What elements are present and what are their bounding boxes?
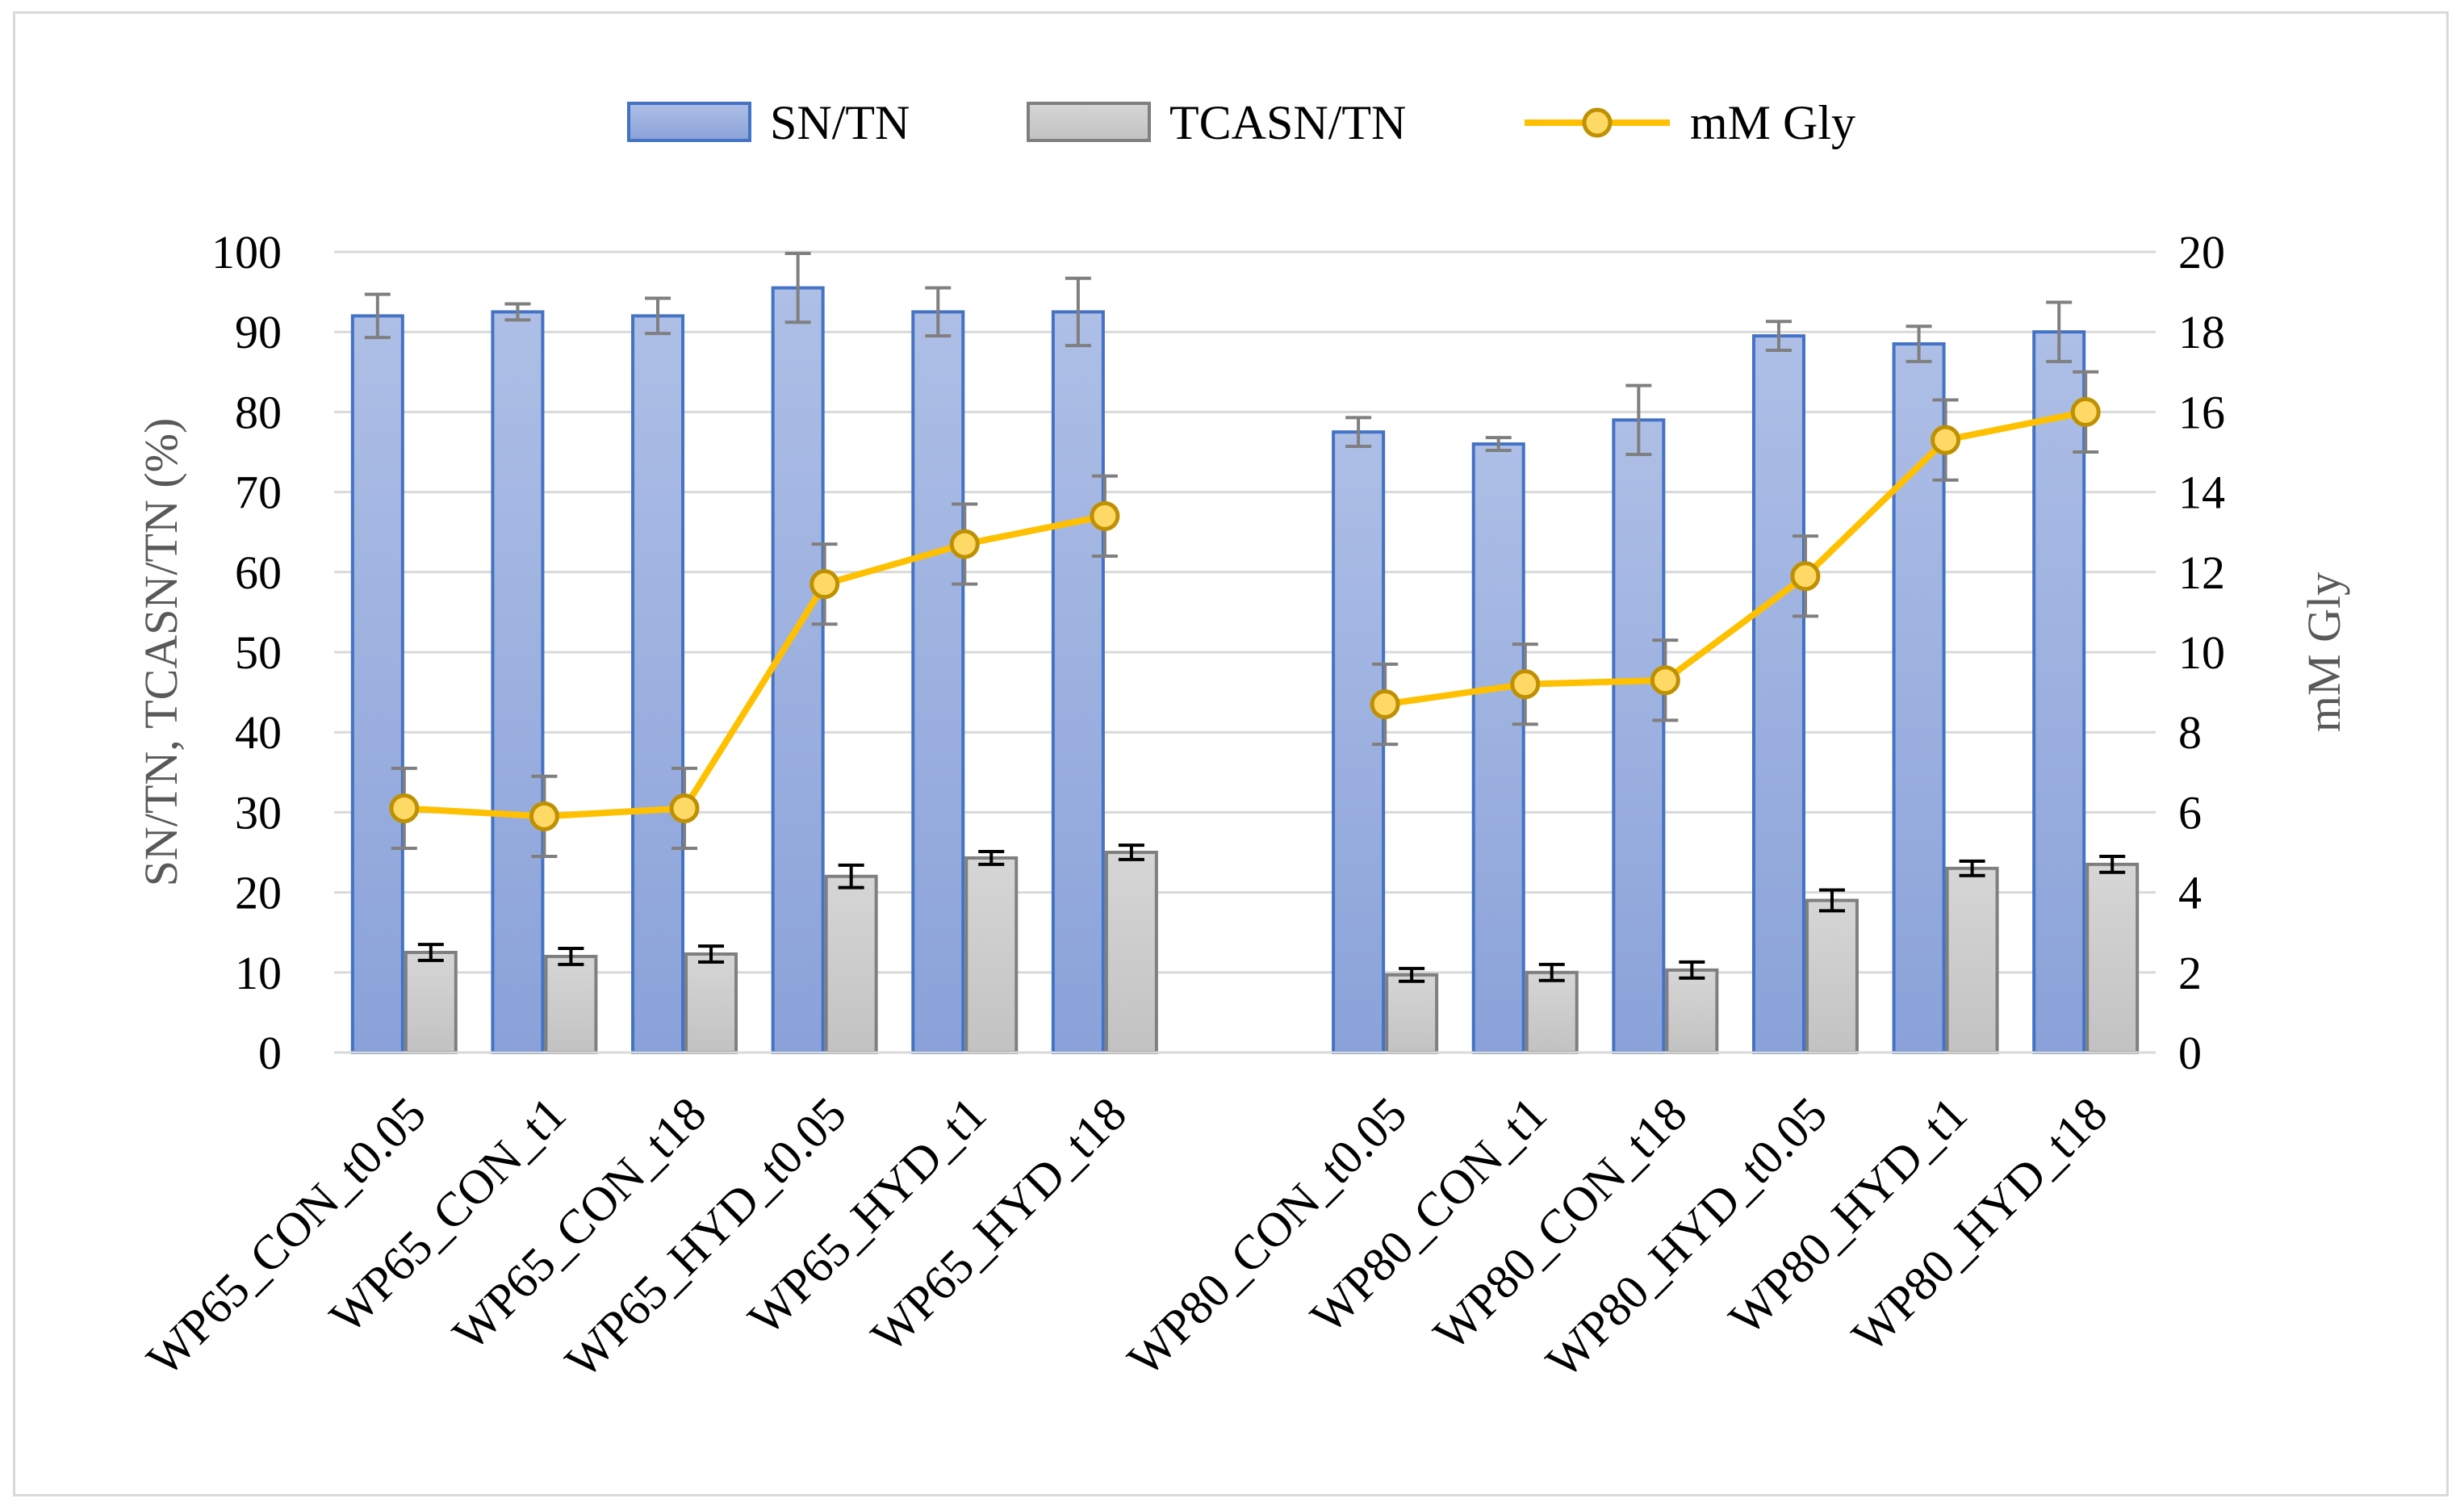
- category-label: WP65_CON_t18: [442, 1087, 716, 1361]
- legend-swatch-gly-marker: [1582, 107, 1613, 138]
- right-tick-label: 4: [2178, 867, 2202, 919]
- legend-label-sn-tn: SN/TN: [770, 96, 910, 149]
- axes: 0 10 20 30 40 50 60 70 80 90 100 0 2 4 6 8 10 12 14 16 18 20 S…: [135, 226, 2350, 1388]
- tcasn-tn-bar: [1805, 898, 1859, 1055]
- legend-swatch-tcasn-tn: [1027, 102, 1151, 142]
- left-tick-label: 60: [235, 546, 282, 599]
- tcasn-tn-bar: [404, 951, 458, 1054]
- category-label: WP80_CON_t1: [1300, 1087, 1557, 1344]
- chart-frame: 0 10 20 30 40 50 60 70 80 90 100 0 2 4 6 8 10 12 14 16 18 20 S…: [13, 11, 2449, 1496]
- left-tick-label: 70: [235, 467, 282, 519]
- y2-axis-title: mM Gly: [2298, 572, 2350, 732]
- sn-tn-bar: [1751, 334, 1805, 1055]
- left-tick-label: 90: [235, 306, 282, 358]
- gly-point: [1370, 689, 1400, 719]
- tcasn-tn-bar: [1525, 970, 1579, 1055]
- gly-point: [669, 793, 700, 823]
- left-tick-label: 50: [235, 626, 282, 679]
- left-tick-label: 30: [235, 786, 282, 839]
- gly-point: [809, 569, 840, 600]
- sn-tn-bar: [2032, 330, 2086, 1054]
- left-tick-label: 80: [235, 386, 282, 438]
- gly-point: [389, 793, 420, 823]
- tcasn-tn-bar: [544, 954, 598, 1054]
- chart: 0 10 20 30 40 50 60 70 80 90 100 0 2 4 6 8 10 12 14 16 18 20 S…: [135, 96, 2350, 1388]
- gly-point: [949, 529, 980, 559]
- bars: [350, 251, 2140, 1055]
- tcasn-tn-bar: [1945, 866, 1999, 1054]
- sn-tn-bar: [491, 310, 545, 1054]
- tcasn-tn-bar: [824, 874, 878, 1055]
- category-label: WP80_HYD_t1: [1719, 1087, 1977, 1346]
- legend-swatch-sn-tn: [627, 102, 751, 142]
- gridlines: [334, 250, 2156, 1054]
- y-axis-title: SN/TN, TCASN/TN (%): [135, 418, 187, 887]
- legend-label-gly: mM Gly: [1690, 96, 1855, 149]
- gly-point: [1790, 561, 1821, 592]
- sn-tn-bar: [350, 314, 404, 1054]
- sn-tn-bar: [911, 310, 965, 1054]
- gly-point: [529, 801, 559, 831]
- sn-tn-bar: [1051, 310, 1105, 1054]
- right-tick-label: 8: [2178, 706, 2202, 759]
- left-tick-label: 0: [258, 1027, 282, 1079]
- sn-tn-bar: [1471, 442, 1525, 1054]
- tcasn-tn-bar: [964, 856, 1019, 1054]
- line-series: [389, 370, 2101, 858]
- right-tick-label: 0: [2178, 1027, 2202, 1079]
- sn-tn-bar: [1332, 430, 1386, 1054]
- right-tick-label: 2: [2178, 947, 2202, 999]
- right-tick-label: 12: [2178, 546, 2225, 599]
- gly-line: [1384, 408, 2086, 708]
- category-label: WP80_HYD_t18: [1842, 1087, 2117, 1362]
- left-tick-label: 40: [235, 706, 282, 759]
- left-tick-label: 20: [235, 867, 282, 919]
- left-tick-label: 10: [235, 947, 282, 999]
- legend: SN/TN TCASN/TN mM Gly: [627, 96, 1855, 149]
- gly-point: [1650, 665, 1680, 696]
- category-label: WP65_CON_t1: [320, 1087, 576, 1344]
- right-tick-label: 20: [2178, 226, 2225, 278]
- category-label: WP65_HYD_t1: [738, 1087, 996, 1346]
- gly-point: [1510, 669, 1541, 700]
- tcasn-tn-bar: [1104, 851, 1158, 1054]
- gly-point: [1931, 425, 1961, 455]
- tcasn-tn-bar: [684, 952, 738, 1055]
- right-tick-label: 6: [2178, 786, 2202, 839]
- category-label: WP65_HYD_t18: [861, 1087, 1136, 1362]
- tcasn-tn-bar: [2085, 862, 2140, 1054]
- gly-point: [1090, 500, 1120, 531]
- sn-tn-bar: [771, 286, 825, 1054]
- category-label: WP80_CON_t18: [1424, 1087, 1697, 1361]
- right-tick-label: 18: [2178, 306, 2225, 358]
- sn-tn-bar: [631, 314, 685, 1054]
- right-tick-label: 16: [2178, 386, 2225, 438]
- tcasn-tn-bar: [1385, 973, 1439, 1054]
- sn-tn-bar: [1612, 418, 1666, 1054]
- right-tick-label: 10: [2178, 626, 2225, 679]
- gly-point: [2070, 396, 2101, 427]
- tcasn-tn-bar: [1665, 968, 1719, 1054]
- legend-label-tcasn-tn: TCASN/TN: [1169, 96, 1406, 149]
- gly-line: [404, 513, 1106, 820]
- left-tick-label: 100: [211, 226, 282, 278]
- right-tick-label: 14: [2178, 467, 2225, 519]
